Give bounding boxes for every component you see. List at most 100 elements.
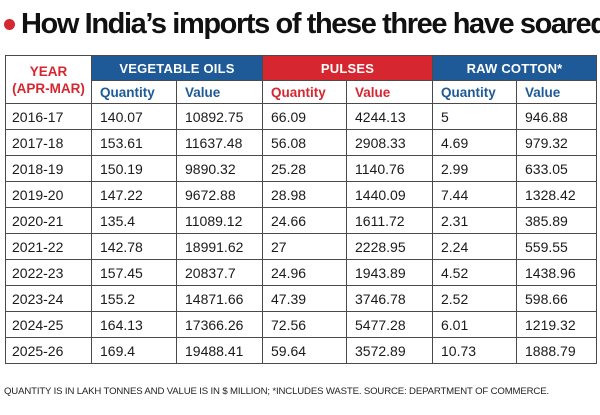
veg-oils-quantity-cell: 169.4 xyxy=(91,337,177,364)
cotton-value-cell: 1219.32 xyxy=(515,311,598,338)
cotton-quantity-cell: 2.52 xyxy=(432,285,517,312)
pulses-value-cell: 1611.72 xyxy=(346,207,433,234)
table-body: 2016-17 140.07 10892.75 66.09 4244.13 5 946.88… xyxy=(5,103,598,364)
imports-table: YEAR (APR-MAR) VEGETABLE OILS PULSES RAW… xyxy=(5,55,598,364)
veg-oils-quantity-cell: 157.45 xyxy=(91,259,177,286)
cotton-quantity-cell: 6.01 xyxy=(432,311,517,338)
year-column-header: YEAR (APR-MAR) xyxy=(5,55,92,104)
pulses-quantity-cell: 27 xyxy=(262,233,347,260)
cotton-value-cell: 979.32 xyxy=(515,129,598,156)
pulses-value-cell: 1140.76 xyxy=(346,155,433,182)
veg-oils-quantity-cell: 142.78 xyxy=(91,233,177,260)
pulses-quantity-cell: 72.56 xyxy=(262,311,347,338)
year-cell: 2016-17 xyxy=(5,103,92,130)
pulses-value-cell: 2228.95 xyxy=(346,233,433,260)
pulses-quantity-cell: 56.08 xyxy=(262,129,347,156)
year-cell: 2024-25 xyxy=(5,311,92,338)
pulses-value-header: Value xyxy=(346,80,433,104)
pulses-quantity-header: Quantity xyxy=(262,80,347,104)
pulses-value-cell: 1943.89 xyxy=(346,259,433,286)
table-row: 2024-25 164.13 17366.26 72.56 5477.28 6.01 121… xyxy=(5,311,598,338)
pulses-value-cell: 4244.13 xyxy=(346,103,433,130)
veg-oils-quantity-cell: 140.07 xyxy=(91,103,177,130)
table-row: 2017-18 153.61 11637.48 56.08 2908.33 4.69 979… xyxy=(5,129,598,156)
headline-text: How India’s imports of these three have … xyxy=(21,7,600,40)
cotton-value-cell: 1888.79 xyxy=(515,337,598,364)
year-cell: 2017-18 xyxy=(5,129,92,156)
sub-header-row: Quantity Value Quantity Value Quantity V… xyxy=(6,80,598,104)
pulses-value-cell: 2908.33 xyxy=(346,129,433,156)
cotton-quantity-cell: 2.99 xyxy=(432,155,517,182)
table-row: 2021-22 142.78 18991.62 27 2228.95 2.24 559.55 xyxy=(5,233,598,260)
footnote: QUANTITY IS IN LAKH TONNES AND VALUE IS … xyxy=(4,386,549,397)
pulses-quantity-cell: 59.64 xyxy=(262,337,347,364)
veg-oils-quantity-cell: 164.13 xyxy=(91,311,177,338)
cotton-quantity-cell: 2.24 xyxy=(432,233,517,260)
cotton-quantity-cell: 7.44 xyxy=(432,181,517,208)
pulses-value-cell: 3572.89 xyxy=(346,337,433,364)
headline: How India’s imports of these three have … xyxy=(0,4,600,44)
pulses-quantity-cell: 25.28 xyxy=(262,155,347,182)
veg-oils-value-cell: 9890.32 xyxy=(176,155,263,182)
pulses-quantity-cell: 28.98 xyxy=(262,181,347,208)
veg-oils-quantity-cell: 147.22 xyxy=(91,181,177,208)
veg-oils-value-cell: 18991.62 xyxy=(176,233,263,260)
veg-oils-quantity-cell: 155.2 xyxy=(91,285,177,312)
veg-oils-quantity-cell: 153.61 xyxy=(91,129,177,156)
year-header-line1: YEAR xyxy=(29,63,68,79)
cotton-value-header: Value xyxy=(515,80,598,104)
year-cell: 2022-23 xyxy=(5,259,92,286)
cotton-value-cell: 559.55 xyxy=(515,233,598,260)
red-bullet-icon xyxy=(4,18,15,30)
year-cell: 2021-22 xyxy=(5,233,92,260)
veg-oils-value-header: Value xyxy=(176,80,263,104)
cotton-value-cell: 385.89 xyxy=(515,207,598,234)
veg-oils-value-cell: 9672.88 xyxy=(176,181,263,208)
cotton-value-cell: 633.05 xyxy=(515,155,598,182)
pulses-quantity-cell: 47.39 xyxy=(262,285,347,312)
pulses-quantity-cell: 24.96 xyxy=(262,259,347,286)
veg-oils-value-cell: 14871.66 xyxy=(176,285,263,312)
cotton-quantity-cell: 10.73 xyxy=(432,337,517,364)
year-cell: 2025-26 xyxy=(5,337,92,364)
year-cell: 2020-21 xyxy=(5,207,92,234)
veg-oils-quantity-header: Quantity xyxy=(91,80,177,104)
cotton-quantity-header: Quantity xyxy=(432,80,517,104)
pulses-value-cell: 5477.28 xyxy=(346,311,433,338)
year-header-line2: (APR-MAR) xyxy=(12,80,85,96)
table-row: 2016-17 140.07 10892.75 66.09 4244.13 5 946.88 xyxy=(5,103,598,130)
table-row: 2023-24 155.2 14871.66 47.39 3746.78 2.52 598.… xyxy=(5,285,598,312)
veg-oils-value-cell: 11089.12 xyxy=(176,207,263,234)
veg-oils-quantity-cell: 135.4 xyxy=(91,207,177,234)
year-cell: 2018-19 xyxy=(5,155,92,182)
table-row: 2019-20 147.22 9672.88 28.98 1440.09 7.44 1328… xyxy=(5,181,598,208)
pulses-quantity-cell: 66.09 xyxy=(262,103,347,130)
cotton-quantity-cell: 5 xyxy=(432,103,517,130)
pulses-value-cell: 1440.09 xyxy=(346,181,433,208)
veg-oils-value-cell: 11637.48 xyxy=(176,129,263,156)
table-row: 2025-26 169.4 19488.41 59.64 3572.89 10.73 188… xyxy=(5,337,598,364)
veg-oils-quantity-cell: 150.19 xyxy=(91,155,177,182)
pulses-quantity-cell: 24.66 xyxy=(262,207,347,234)
cotton-quantity-cell: 2.31 xyxy=(432,207,517,234)
cotton-value-cell: 1438.96 xyxy=(515,259,598,286)
table-row: 2018-19 150.19 9890.32 25.28 1140.76 2.99 633.… xyxy=(5,155,598,182)
veg-oils-value-cell: 20837.7 xyxy=(176,259,263,286)
veg-oils-value-cell: 17366.26 xyxy=(176,311,263,338)
veg-oils-value-cell: 10892.75 xyxy=(176,103,263,130)
cotton-value-cell: 1328.42 xyxy=(515,181,598,208)
cotton-quantity-cell: 4.69 xyxy=(432,129,517,156)
raw-cotton-header: RAW COTTON* xyxy=(431,55,598,81)
cotton-value-cell: 598.66 xyxy=(515,285,598,312)
year-cell: 2023-24 xyxy=(5,285,92,312)
cotton-quantity-cell: 4.52 xyxy=(432,259,517,286)
group-header-row: YEAR (APR-MAR) VEGETABLE OILS PULSES RAW… xyxy=(5,55,598,104)
veg-oils-value-cell: 19488.41 xyxy=(176,337,263,364)
pulses-value-cell: 3746.78 xyxy=(346,285,433,312)
table-row: 2022-23 157.45 20837.7 24.96 1943.89 4.52 1438… xyxy=(5,259,598,286)
table-row: 2020-21 135.4 11089.12 24.66 1611.72 2.31 385.… xyxy=(5,207,598,234)
cotton-value-cell: 946.88 xyxy=(515,103,598,130)
year-cell: 2019-20 xyxy=(5,181,92,208)
pulses-header: PULSES xyxy=(262,55,433,81)
vegetable-oils-header: VEGETABLE OILS xyxy=(91,55,263,81)
